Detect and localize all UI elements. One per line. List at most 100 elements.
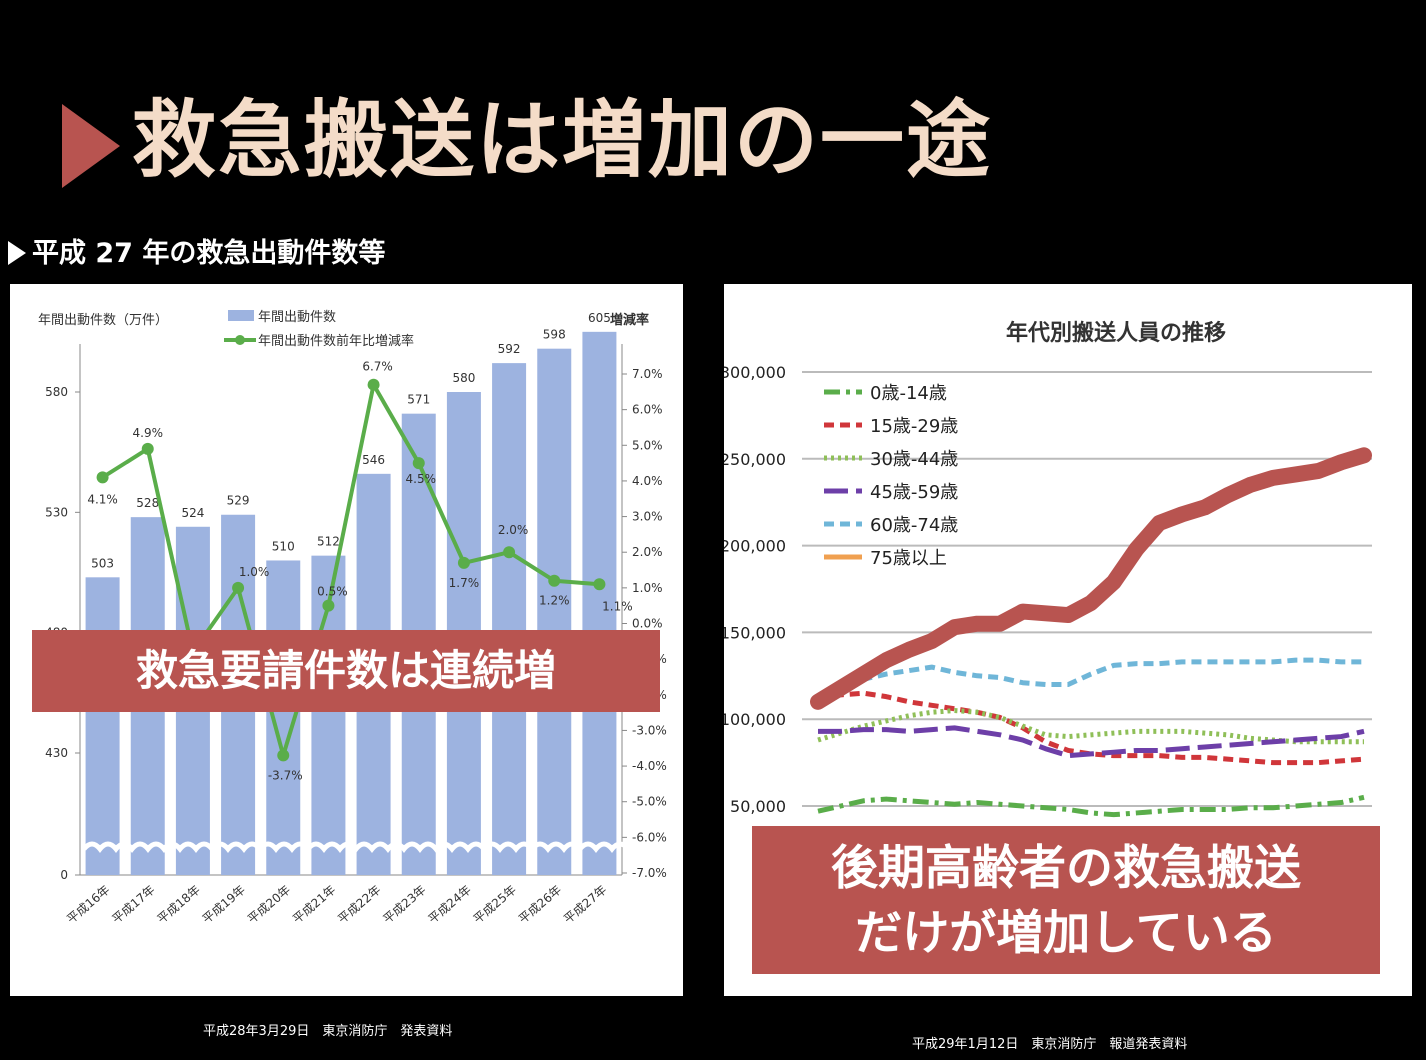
section-subtitle: 平成 27 年の救急出動件数等 (8, 238, 385, 270)
series-line (817, 708, 1364, 745)
y-tick-label: 580 (45, 385, 68, 399)
legend-label: 30歳-44歳 (870, 449, 958, 470)
left-source-note: 平成28年3月29日 東京消防庁 発表資料 (203, 1024, 453, 1039)
y2-tick-label: 1.0% (632, 581, 663, 595)
y-tick-label: 250,000 (724, 450, 786, 469)
rate-point (548, 574, 561, 587)
legend-line-label: 年間出動件数前年比増減率 (258, 333, 414, 349)
rate-point (96, 471, 109, 484)
bar (537, 348, 572, 875)
bar-value-label: 510 (272, 539, 295, 553)
y-tick-label: 100,000 (724, 710, 786, 729)
x-tick-label: 平成26年 (516, 883, 564, 927)
y-tick-label: 300,000 (724, 363, 786, 382)
legend-bar-label: 年間出動件数 (258, 310, 336, 325)
x-tick-label: 平成22年 (335, 883, 383, 927)
x-tick-label: 平成24年 (426, 883, 474, 927)
legend-label: 45歳-59歳 (870, 482, 958, 503)
rate-label: 4.9% (133, 426, 164, 440)
rate-label: 1.1% (602, 599, 633, 613)
rate-label: 6.7% (362, 360, 393, 374)
bar (492, 363, 527, 875)
bar-value-label: 524 (181, 506, 204, 520)
y-tick-label: 530 (45, 505, 68, 519)
rate-point (412, 457, 425, 470)
legend-label: 15歳-29歳 (870, 416, 958, 437)
age-group-transport-chart: 年代別搬送人員の推移 50,000 100,000 150,000 200,000 250… (720, 320, 1372, 818)
bar-value-label: 528 (136, 496, 159, 510)
rate-label: 1.0% (239, 565, 270, 579)
y2-tick-label: 7.0% (632, 367, 663, 381)
triangle-bullet-icon (8, 241, 26, 265)
x-tick-label: 平成21年 (290, 883, 338, 927)
bar-value-label: 598 (543, 328, 566, 342)
rate-point (457, 556, 470, 569)
y2-tick-label: -3.0% (632, 723, 667, 737)
rate-point (141, 442, 154, 455)
left-callout: 救急要請件数は連続増 (32, 630, 660, 712)
rate-point (322, 599, 335, 612)
bar-value-label: 503 (91, 556, 114, 570)
right-source-note: 平成29年1月12日 東京消防庁 報道発表資料 (912, 1037, 1188, 1052)
bar (582, 331, 617, 875)
y2-tick-label: 6.0% (632, 403, 663, 417)
axis-break-wave (82, 841, 630, 853)
bar (85, 577, 120, 875)
bar-value-label: 546 (362, 453, 385, 467)
page-title: 救急搬送は増加の一途 (132, 91, 993, 189)
y-tick-label: 150,000 (724, 623, 786, 642)
y-tick-label: 200,000 (724, 537, 786, 556)
x-tick-label: 平成18年 (155, 883, 203, 927)
y2-tick-label: 3.0% (632, 510, 663, 524)
y2-tick-label: -7.0% (632, 866, 667, 880)
x-tick-label: 平成20年 (245, 883, 293, 927)
series-line (810, 447, 1372, 710)
annual-dispatch-chart: 年間出動件数（万件）増減率年間出動件数年間出動件数前年比増減率043048053… (38, 310, 667, 927)
rate-point (277, 749, 290, 762)
right-callout: 後期高齢者の救急搬送 だけが増加している (752, 826, 1380, 974)
series-line (818, 725, 1365, 759)
x-tick-label: 平成27年 (561, 883, 609, 927)
y2-tick-label: -4.0% (632, 759, 667, 773)
rate-label: 1.2% (539, 594, 570, 608)
chart-title: 年代別搬送人員の推移 (1006, 320, 1226, 346)
y-tick-label: 50,000 (730, 797, 786, 816)
bar-value-label: 571 (407, 393, 430, 407)
x-tick-label: 平成17年 (109, 883, 157, 927)
x-tick-label: 平成23年 (380, 883, 428, 927)
rate-label: 0.5% (317, 585, 348, 599)
bar-value-label: 580 (452, 371, 475, 385)
series-line (817, 794, 1365, 818)
rate-label: 4.5% (406, 472, 437, 486)
rate-point (593, 578, 606, 591)
y2-axis-title: 増減率 (610, 312, 649, 328)
x-tick-label: 平成25年 (471, 883, 519, 927)
legend-label: 0歳-14歳 (870, 383, 947, 404)
y2-tick-label: 5.0% (632, 438, 663, 452)
legend-line-marker (235, 335, 245, 345)
rate-label: 1.7% (449, 576, 480, 590)
legend-label: 60歳-74歳 (870, 515, 958, 536)
title-triangle-icon (62, 104, 120, 188)
rate-point (367, 378, 380, 391)
bar-value-label: 592 (498, 342, 521, 356)
rate-point (232, 581, 245, 594)
y-tick-label: 0 (60, 868, 68, 882)
rate-line (101, 382, 600, 758)
y2-tick-label: -5.0% (632, 795, 667, 809)
right-callout-line-1: 後期高齢者の救急搬送 (831, 841, 1301, 896)
series-line (817, 690, 1365, 766)
x-tick-label: 平成19年 (200, 883, 248, 927)
y-tick-label: 430 (45, 746, 68, 760)
rate-point (503, 546, 516, 559)
rate-label: 4.1% (87, 492, 118, 506)
y2-tick-label: 2.0% (632, 545, 663, 559)
rate-label: 2.0% (498, 523, 529, 537)
legend-label: 75歳以上 (870, 548, 947, 569)
bar-value-label: 605 (588, 311, 611, 325)
y-axis-title: 年間出動件数（万件） (38, 313, 168, 328)
bar-value-label: 529 (227, 494, 250, 508)
series-line (816, 657, 1364, 701)
y2-tick-label: 0.0% (632, 617, 663, 631)
bar-value-label: 512 (317, 535, 340, 549)
